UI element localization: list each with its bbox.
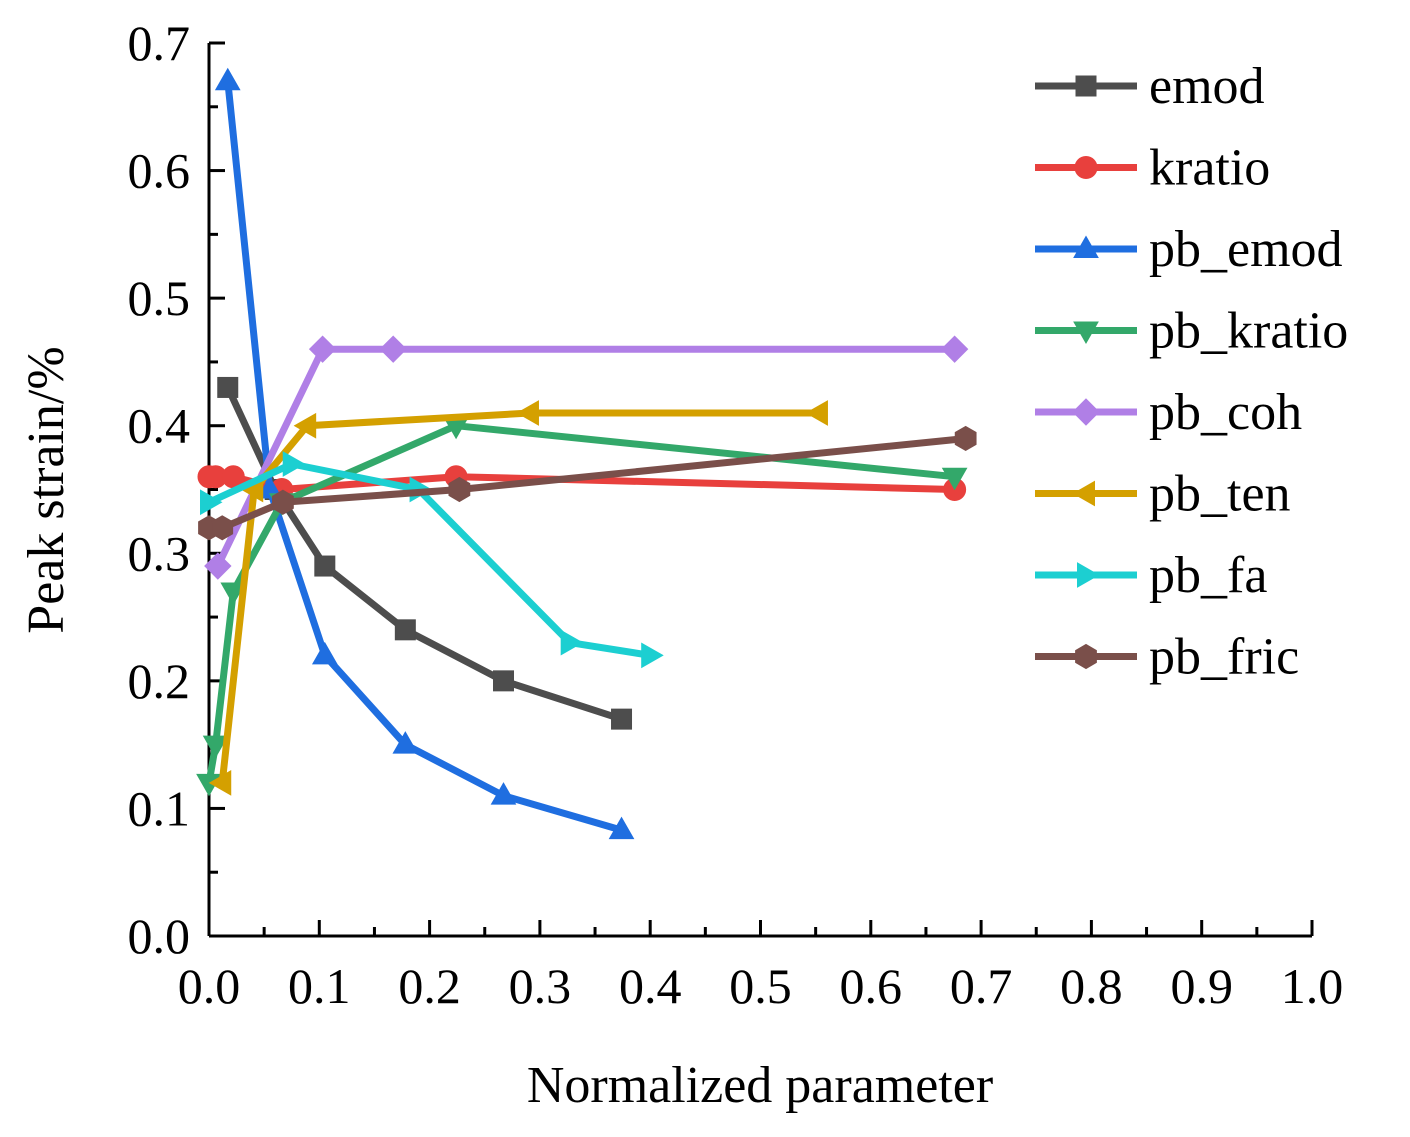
legend-item: pb_emod (1035, 221, 1343, 278)
x-tick-label: 1.0 (1281, 958, 1344, 1014)
y-tick-label: 0.3 (128, 525, 191, 581)
point-triangle-down (220, 582, 247, 606)
legend-label: kratio (1149, 140, 1270, 197)
point-square (314, 555, 336, 577)
x-tick-label: 0.2 (398, 958, 461, 1014)
point-triangle-down (941, 467, 968, 491)
series-layer (196, 67, 977, 840)
point-hexagon (954, 425, 977, 452)
x-tick-label: 0.9 (1170, 958, 1233, 1014)
legend-item: pb_ten (1035, 466, 1291, 523)
point-diamond (379, 335, 407, 363)
axis-ticks: 0.0 0.1 0.2 0.3 0.4 0.5 0.6 0.7 0.8 0.9 1.0 0.0 0.1 0… (128, 15, 1344, 1014)
point-triangle-right (1077, 562, 1100, 588)
point-triangle-left (293, 412, 317, 439)
y-tick-label: 0.0 (128, 908, 191, 964)
point-triangle-up (256, 475, 283, 499)
x-tick-label: 0.5 (729, 958, 792, 1014)
point-triangle-left (1072, 480, 1095, 507)
point-diamond (308, 335, 337, 363)
point-square (394, 619, 416, 641)
point-square (1075, 75, 1097, 97)
point-triangle-left (516, 400, 539, 426)
point-triangle-left (805, 400, 828, 426)
legend-item: pb_coh (1035, 384, 1302, 441)
series-pb-fric (198, 425, 977, 541)
y-tick-label: 0.6 (128, 143, 191, 199)
point-triangle-down (202, 735, 229, 759)
legend-label: pb_kratio (1149, 303, 1348, 360)
series-pb-emod (214, 67, 635, 840)
point-triangle-right (641, 642, 664, 669)
y-tick-label: 0.4 (128, 398, 191, 454)
series-line (224, 80, 623, 834)
point-triangle-up (392, 731, 419, 754)
point-circle (1074, 156, 1098, 179)
point-diamond (204, 552, 232, 580)
point-triangle-right (200, 489, 223, 516)
point-triangle-down (1073, 321, 1099, 345)
point-triangle-up (311, 641, 338, 665)
y-tick-label: 0.7 (128, 15, 191, 71)
legend-label: pb_fa (1149, 547, 1267, 604)
point-triangle-right (282, 451, 306, 477)
point-diamond (940, 335, 969, 363)
series-pb-ten (208, 400, 828, 796)
legend-item: emod (1035, 58, 1265, 115)
legend-item: pb_kratio (1035, 303, 1348, 360)
point-hexagon (448, 476, 471, 503)
point-square (493, 670, 515, 692)
point-triangle-up (1073, 235, 1099, 258)
legend-item: kratio (1035, 140, 1270, 197)
point-hexagon (272, 489, 294, 515)
legend-item: pb_fric (1035, 629, 1299, 686)
series-line (214, 345, 955, 568)
point-triangle-up (214, 67, 241, 91)
series-pb-coh (204, 335, 969, 580)
y-tick-label: 0.2 (128, 653, 191, 709)
legend-label: pb_fric (1149, 629, 1299, 686)
legend-label: emod (1149, 58, 1265, 115)
y-axis-title: Peak strain/% (18, 346, 75, 633)
x-tick-label: 0.0 (178, 958, 241, 1014)
point-diamond (1072, 398, 1100, 426)
x-tick-label: 0.3 (509, 958, 572, 1014)
point-triangle-up (490, 782, 517, 805)
point-hexagon (1075, 643, 1097, 670)
x-tick-label: 0.7 (950, 958, 1013, 1014)
point-triangle-up (608, 816, 635, 840)
x-axis-title: Normalized parameter (527, 1057, 993, 1114)
point-square (611, 708, 633, 730)
legend-label: pb_ten (1149, 466, 1291, 523)
x-tick-label: 0.4 (619, 958, 682, 1014)
legend-item: pb_fa (1035, 547, 1267, 604)
point-square (217, 376, 239, 398)
point-hexagon (211, 515, 234, 541)
legend: emod kratio pb_emod pb_kratio pb_coh pb_tenpb… (1035, 58, 1348, 686)
x-tick-label: 0.1 (288, 958, 351, 1014)
y-tick-label: 0.5 (128, 270, 191, 326)
axes (207, 43, 1312, 938)
y-tick-label: 0.1 (128, 780, 191, 836)
point-triangle-left (208, 770, 232, 796)
legend-label: pb_emod (1149, 221, 1343, 278)
x-tick-label: 0.6 (840, 958, 903, 1014)
legend-label: pb_coh (1149, 384, 1302, 441)
x-tick-label: 0.8 (1060, 958, 1123, 1014)
point-triangle-right (560, 629, 584, 656)
